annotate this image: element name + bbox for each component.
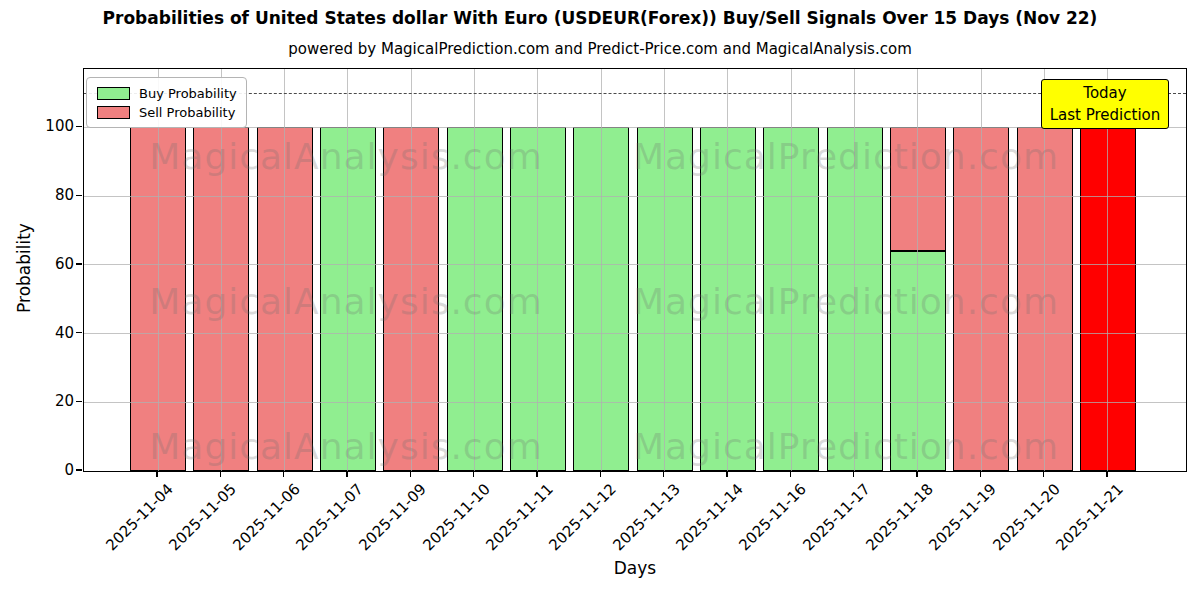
y-tick-mark xyxy=(76,195,82,196)
y-tick-label-20: 20 xyxy=(28,392,74,410)
chart-figure: { "chart_data": { "type": "bar", "stacke… xyxy=(0,0,1200,600)
x-tick-label-2025-11-04: 2025-11-04 xyxy=(102,480,176,554)
x-tick-mark xyxy=(1106,471,1107,477)
watermark-text: MagicalAnalysis.com xyxy=(149,281,542,322)
x-tick-mark xyxy=(473,471,474,477)
gridline-y40 xyxy=(84,333,1186,334)
chart-title: Probabilities of United States dollar Wi… xyxy=(0,8,1200,28)
x-tick-label-2025-11-09: 2025-11-09 xyxy=(356,480,430,554)
x-tick-mark xyxy=(790,471,791,477)
x-tick-mark xyxy=(980,471,981,477)
dashed-threshold-line xyxy=(84,93,1186,94)
y-tick-mark xyxy=(76,332,82,333)
gridline-x-2025-11-06 xyxy=(284,69,285,471)
y-tick-label-0: 0 xyxy=(28,461,74,479)
gridline-x-2025-11-21 xyxy=(1107,69,1108,471)
gridline-x-2025-11-17 xyxy=(854,69,855,471)
y-tick-mark xyxy=(76,126,82,127)
gridline-x-2025-11-04 xyxy=(158,69,159,471)
legend-item-buy: Buy Probability xyxy=(97,86,246,101)
x-tick-mark xyxy=(916,471,917,477)
gridline-x-2025-11-18 xyxy=(917,69,918,471)
y-tick-label-100: 100 xyxy=(28,117,74,135)
x-tick-mark xyxy=(726,471,727,477)
legend-item-sell: Sell Probability xyxy=(97,105,246,120)
x-tick-label-2025-11-06: 2025-11-06 xyxy=(229,480,303,554)
y-tick-label-80: 80 xyxy=(28,186,74,204)
gridline-x-2025-11-16 xyxy=(791,69,792,471)
x-tick-mark xyxy=(346,471,347,477)
watermark-text: MagicalAnalysis.com xyxy=(149,136,542,177)
buy-swatch-icon xyxy=(97,87,130,100)
x-tick-label-2025-11-18: 2025-11-18 xyxy=(862,480,936,554)
x-axis-label: Days xyxy=(84,558,1186,578)
y-tick-mark xyxy=(76,263,82,264)
gridline-x-2025-11-10 xyxy=(474,69,475,471)
watermark-text: MagicalPrediction.com xyxy=(633,136,1059,177)
gridline-x-2025-11-11 xyxy=(537,69,538,471)
x-tick-mark xyxy=(156,471,157,477)
x-tick-mark xyxy=(536,471,537,477)
gridline-x-2025-11-07 xyxy=(347,69,348,471)
gridline-y100 xyxy=(84,127,1186,128)
x-tick-label-2025-11-21: 2025-11-21 xyxy=(1052,480,1126,554)
gridline-x-2025-11-05 xyxy=(221,69,222,471)
watermark-text: MagicalAnalysis.com xyxy=(149,426,542,467)
x-tick-label-2025-11-14: 2025-11-14 xyxy=(672,480,746,554)
gridline-x-2025-11-14 xyxy=(727,69,728,471)
gridline-x-2025-11-12 xyxy=(601,69,602,471)
x-tick-label-2025-11-05: 2025-11-05 xyxy=(166,480,240,554)
x-tick-mark xyxy=(663,471,664,477)
x-tick-label-2025-11-13: 2025-11-13 xyxy=(609,480,683,554)
legend-label-buy: Buy Probability xyxy=(139,86,237,101)
gridline-y20 xyxy=(84,402,1186,403)
plot-area: MagicalAnalysis.com MagicalPrediction.com… xyxy=(83,68,1187,472)
x-tick-label-2025-11-12: 2025-11-12 xyxy=(546,480,620,554)
x-tick-mark xyxy=(600,471,601,477)
x-tick-mark xyxy=(853,471,854,477)
today-annotation-line2: Last Prediction xyxy=(1042,104,1168,126)
x-tick-label-2025-11-19: 2025-11-19 xyxy=(926,480,1000,554)
x-tick-label-2025-11-07: 2025-11-07 xyxy=(292,480,366,554)
y-tick-label-60: 60 xyxy=(28,255,74,273)
x-tick-label-2025-11-20: 2025-11-20 xyxy=(989,480,1063,554)
chart-subtitle: powered by MagicalPrediction.com and Pre… xyxy=(0,40,1200,58)
watermark-text: MagicalPrediction.com xyxy=(633,281,1059,322)
x-tick-label-2025-11-16: 2025-11-16 xyxy=(736,480,810,554)
gridline-x-2025-11-19 xyxy=(981,69,982,471)
x-tick-label-2025-11-11: 2025-11-11 xyxy=(482,480,556,554)
gridline-y60 xyxy=(84,264,1186,265)
gridline-y80 xyxy=(84,196,1186,197)
today-annotation-line1: Today xyxy=(1042,82,1168,104)
y-tick-label-40: 40 xyxy=(28,324,74,342)
y-tick-mark xyxy=(76,469,82,470)
sell-swatch-icon xyxy=(97,106,130,119)
watermark-text: MagicalPrediction.com xyxy=(633,426,1059,467)
gridline-x-2025-11-13 xyxy=(664,69,665,471)
y-tick-mark xyxy=(76,401,82,402)
x-tick-mark xyxy=(410,471,411,477)
x-tick-label-2025-11-17: 2025-11-17 xyxy=(799,480,873,554)
x-tick-mark xyxy=(1043,471,1044,477)
today-annotation-box: Today Last Prediction xyxy=(1041,79,1169,129)
gridline-x-2025-11-20 xyxy=(1044,69,1045,471)
gridline-x-2025-11-09 xyxy=(411,69,412,471)
x-tick-mark xyxy=(283,471,284,477)
x-tick-mark xyxy=(220,471,221,477)
x-tick-label-2025-11-10: 2025-11-10 xyxy=(419,480,493,554)
legend-label-sell: Sell Probability xyxy=(139,105,235,120)
legend: Buy Probability Sell Probability xyxy=(86,77,247,128)
